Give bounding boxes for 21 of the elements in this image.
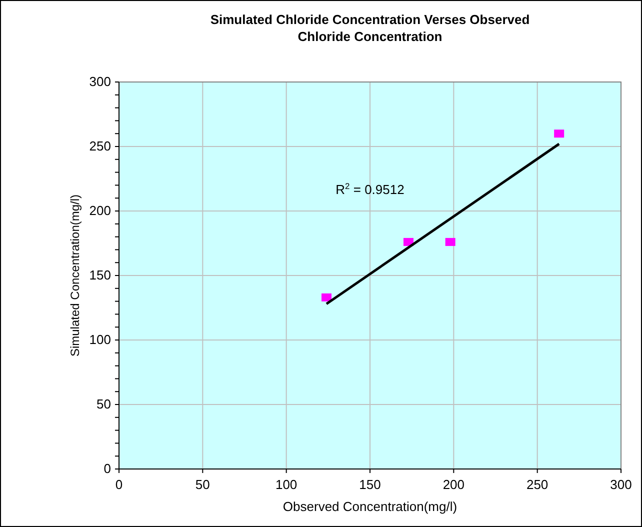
x-tick-label: 250	[526, 477, 548, 492]
y-axis-title: Simulated Concentration(mg/l)	[68, 194, 82, 357]
y-tick-label: 200	[89, 203, 111, 218]
y-tick-label: 150	[89, 268, 111, 282]
x-tick-label: 100	[275, 477, 298, 492]
y-tick-label: 50	[96, 396, 111, 412]
chart-title: Simulated Chloride Concentration Verses Observed Chloride Concentration	[210, 12, 530, 44]
y-tick-label: 250	[89, 138, 111, 154]
x-tick-label: 300	[610, 477, 632, 492]
point	[321, 293, 332, 302]
point	[554, 130, 564, 138]
x-axis-title: Observed Concentration(mg/l)	[282, 499, 458, 514]
x-tick-label: 150	[359, 477, 381, 492]
y-tick-label: 0	[104, 461, 111, 476]
y-tick-label: 300	[89, 74, 111, 89]
y-tick-label: 100	[89, 332, 111, 347]
x-tick-label: 200	[442, 477, 465, 492]
x-tick-label: 50	[195, 477, 210, 492]
point	[445, 238, 456, 246]
annotation: R$^{2}$ = 0.9512	[336, 181, 404, 198]
x-tick-label: 0	[115, 477, 123, 492]
